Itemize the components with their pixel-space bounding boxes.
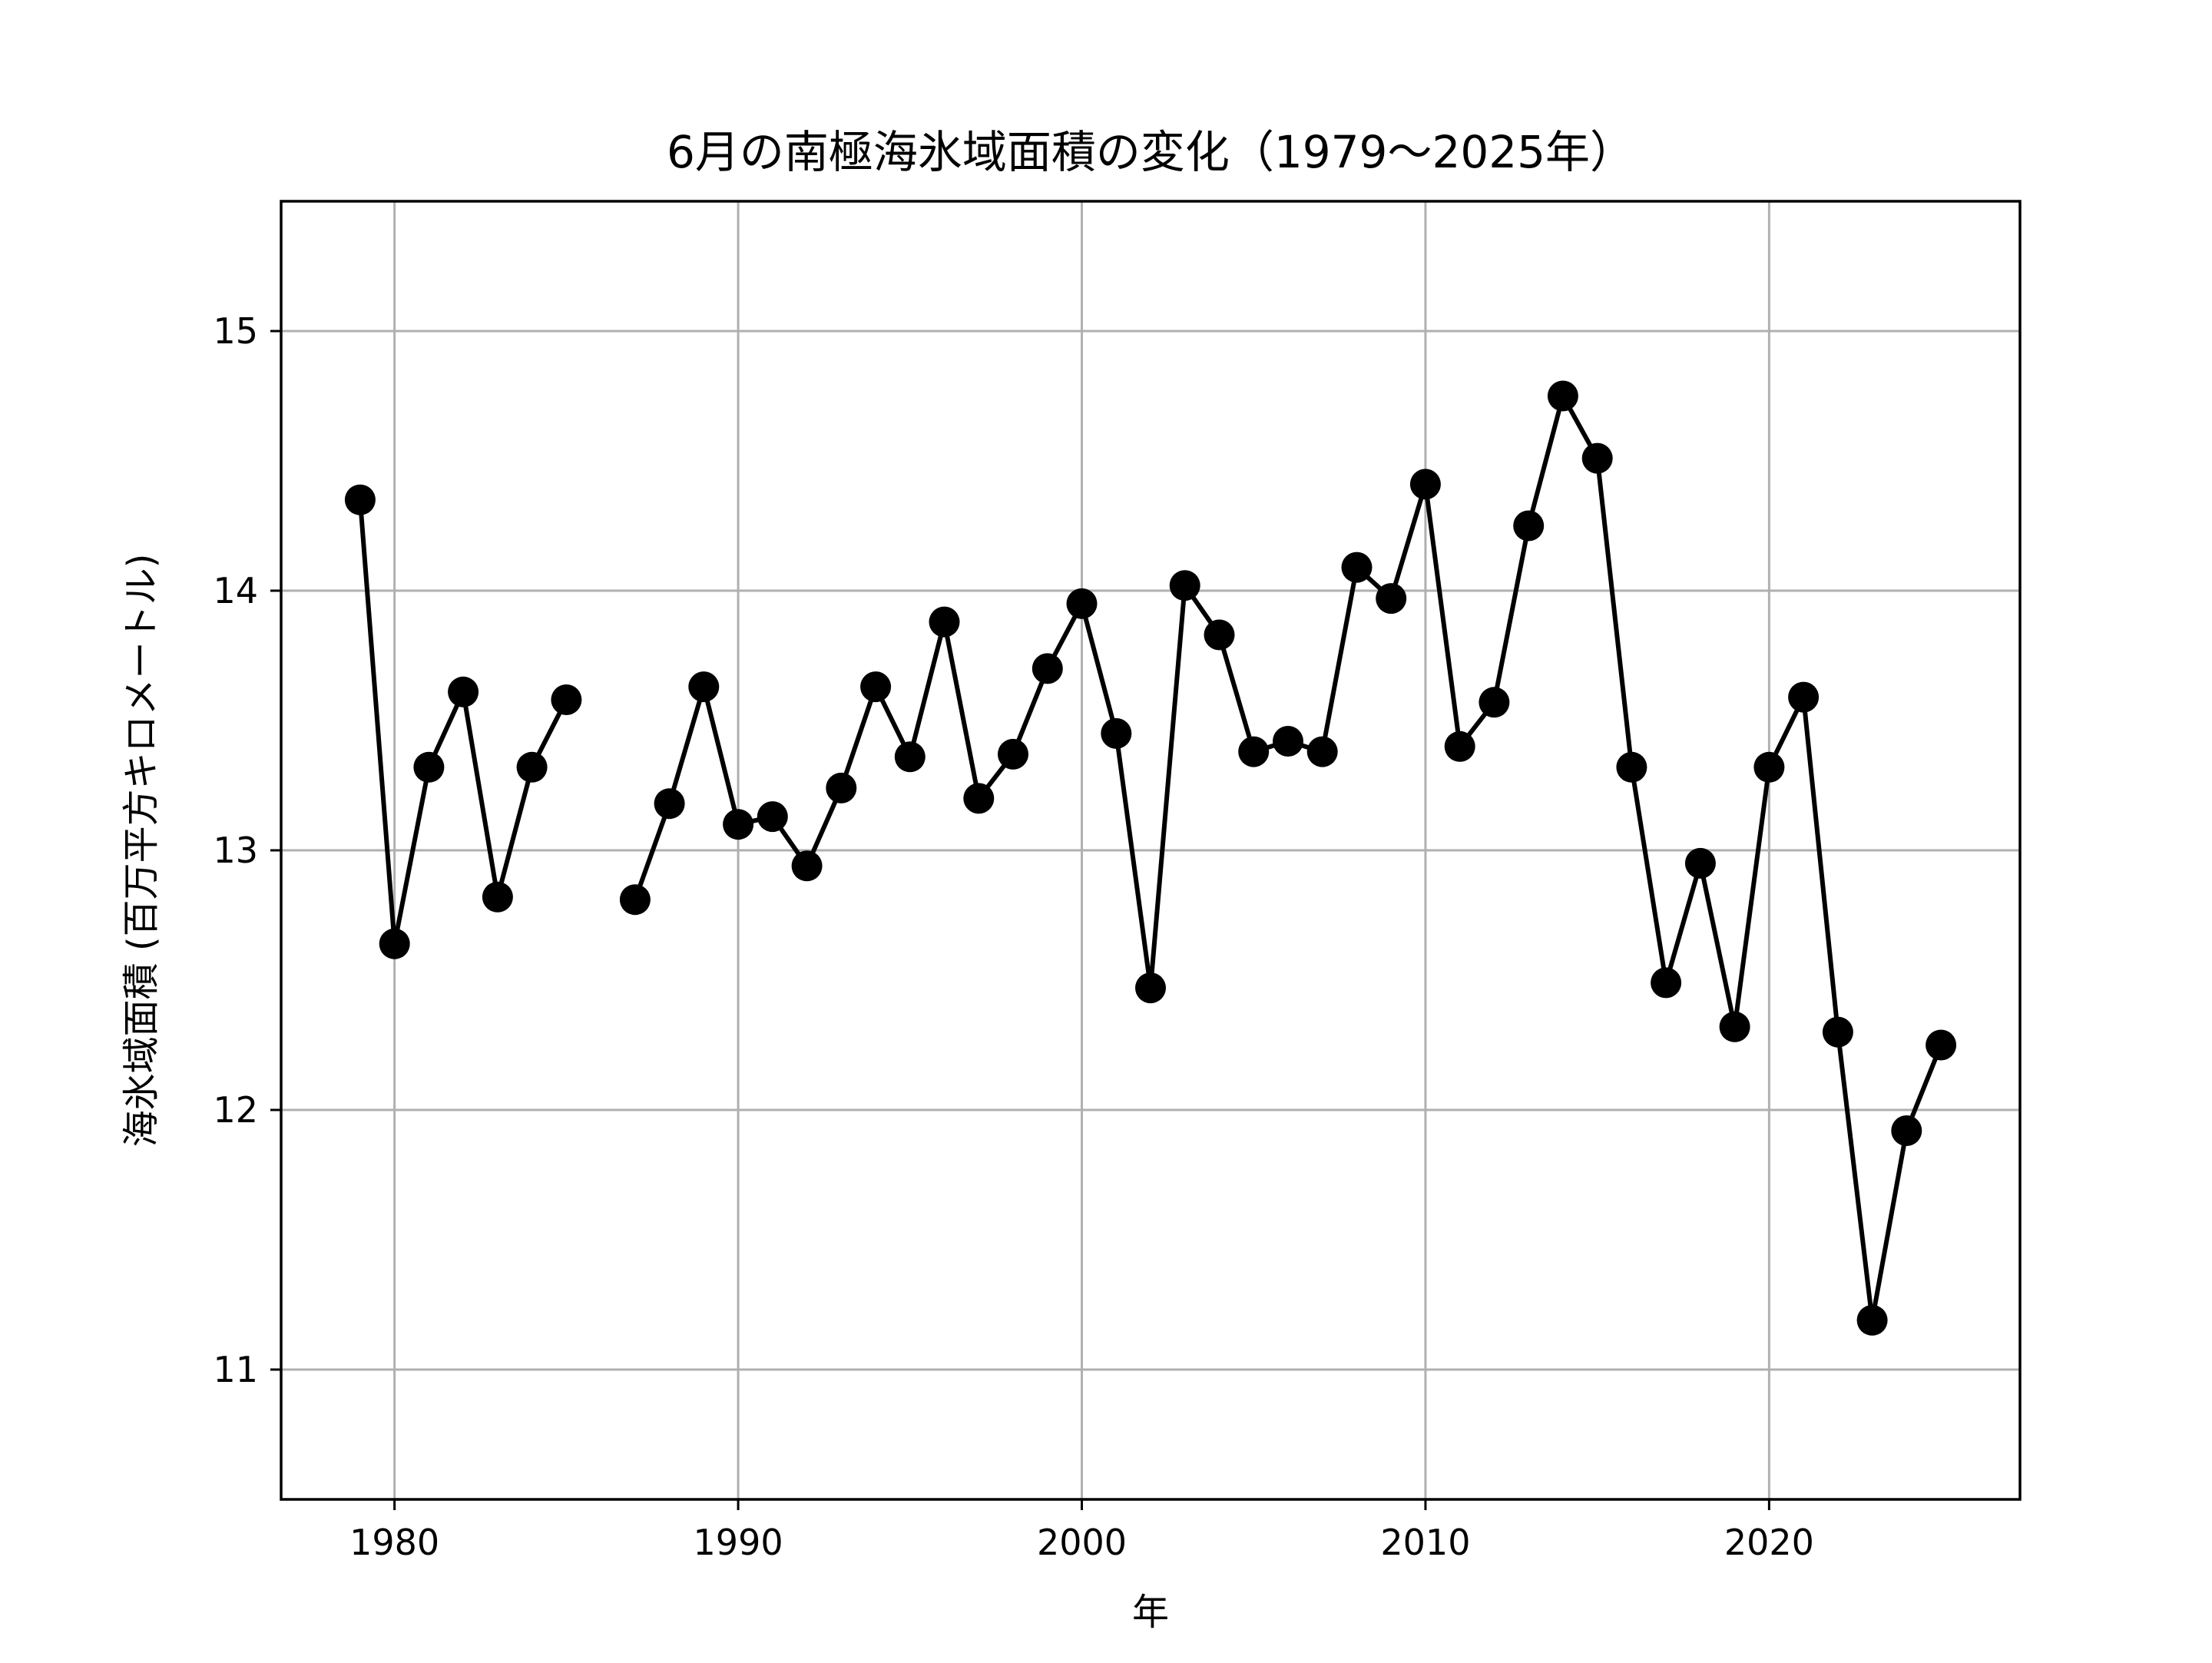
data-point [448,676,479,707]
data-point [379,928,410,959]
data-point [1101,717,1132,749]
grid-layer [281,201,2020,1499]
data-point [894,741,926,773]
tick-layer: 1980 1990 2000 2010 2020 11 12 13 14 15 [213,310,1813,1563]
data-point [654,788,685,820]
y-axis-label: 海氷域面積 (百万平方キロメートル) [120,554,163,1148]
data-point [998,738,1028,770]
x-tick-label: 1980 [349,1522,439,1563]
data-point [1204,619,1235,651]
data-point [723,809,754,840]
data-point [1306,736,1338,767]
series-layer [344,380,1957,1336]
data-point [1066,588,1098,619]
data-point [516,751,548,783]
data-point [929,606,960,638]
data-point [1341,552,1373,583]
data-point [791,850,823,882]
data-point [1926,1029,1957,1061]
data-point [757,801,788,833]
data-point [1651,967,1682,999]
x-tick-label: 2000 [1037,1522,1127,1563]
data-point [1479,687,1510,718]
data-point [482,881,513,913]
data-point [963,783,995,814]
data-point [1273,726,1303,757]
data-point [551,684,582,715]
data-point [1616,751,1647,783]
data-point [1581,442,1613,474]
data-point [1444,730,1475,762]
x-tick-label: 2020 [1724,1522,1814,1563]
data-point [860,671,892,703]
data-point [1376,583,1407,615]
data-point [344,484,376,515]
data-point [1684,847,1716,879]
data-point [413,751,445,783]
y-tick-label: 11 [213,1349,258,1390]
data-point [1169,570,1200,601]
y-tick-label: 12 [213,1089,258,1131]
data-point [1822,1016,1853,1048]
x-tick-label: 2010 [1380,1522,1470,1563]
data-point [1031,653,1063,684]
data-point [688,671,720,703]
chart-title: 6月の南極海氷域面積の変化（1979〜2025年） [667,126,1634,178]
y-tick-label: 15 [213,310,258,352]
data-point [1513,510,1545,542]
series-line-segment [357,497,569,946]
data-point [1891,1115,1922,1146]
x-axis-label: 年 [1132,1591,1169,1634]
data-point [1547,380,1578,412]
y-tick-label: 14 [213,570,258,611]
x-tick-label: 1990 [694,1522,783,1563]
series-line-segment [632,393,1944,1323]
data-point [1719,1011,1750,1042]
data-point [1238,736,1270,767]
data-point [1409,469,1441,500]
data-point [1135,972,1166,1004]
data-point [1788,681,1820,713]
data-point [619,884,651,916]
data-point [1753,751,1785,783]
y-tick-label: 13 [213,830,258,871]
data-point [1856,1304,1888,1336]
data-point [826,772,857,803]
